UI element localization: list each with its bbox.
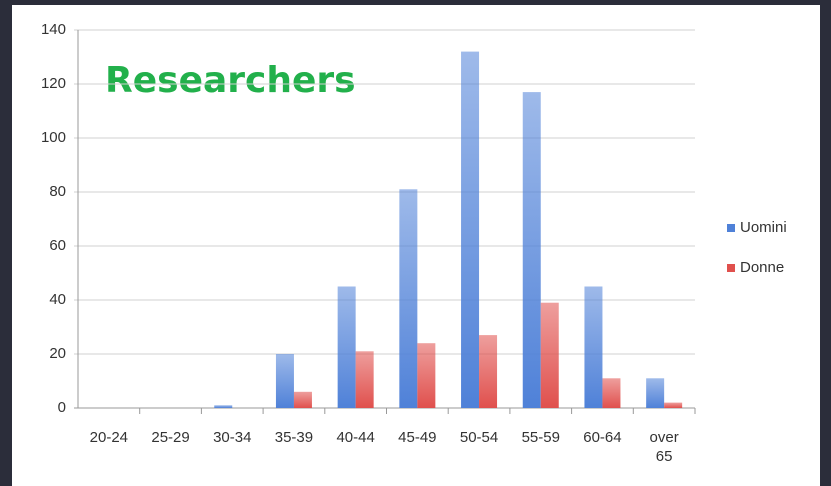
bar <box>461 51 480 408</box>
y-tick-label: 60 <box>49 237 66 254</box>
bar <box>293 391 312 408</box>
x-tick-label: 55-59 <box>521 429 560 446</box>
legend-label: Donne <box>740 259 784 276</box>
bar <box>479 335 498 408</box>
y-tick-label: 0 <box>58 399 66 416</box>
x-tick-label: 45-49 <box>398 429 437 446</box>
bar <box>337 286 356 408</box>
y-tick-label: 20 <box>49 345 66 362</box>
x-tick-label: 35-39 <box>274 429 314 446</box>
x-tick-label: 40-44 <box>336 429 375 446</box>
x-tick-label: 25-29 <box>151 429 190 446</box>
bar <box>355 351 374 408</box>
legend-label: Uomini <box>740 219 787 236</box>
bar <box>399 189 418 408</box>
legend-swatch <box>727 264 735 272</box>
bar <box>584 286 603 408</box>
bar <box>275 354 294 408</box>
y-tick-label: 100 <box>41 129 66 146</box>
x-tick-label: 20-24 <box>89 429 129 446</box>
bar <box>540 302 559 408</box>
y-tick-label: 80 <box>49 183 66 200</box>
x-tick-label: 60-64 <box>583 429 622 446</box>
bar <box>417 343 436 408</box>
x-tick-label: 30-34 <box>213 429 252 446</box>
y-tick-label: 140 <box>41 21 66 38</box>
chart-title: Researchers <box>105 60 356 101</box>
bar <box>522 92 541 408</box>
x-tick-label: 50-54 <box>459 429 499 446</box>
bar <box>646 378 665 408</box>
bar <box>214 405 233 408</box>
legend-swatch <box>727 224 735 232</box>
y-tick-label: 120 <box>41 75 66 92</box>
x-tick-label: over 65 <box>649 429 679 465</box>
bar <box>664 402 683 408</box>
bar <box>602 378 621 408</box>
y-tick-label: 40 <box>49 291 66 308</box>
